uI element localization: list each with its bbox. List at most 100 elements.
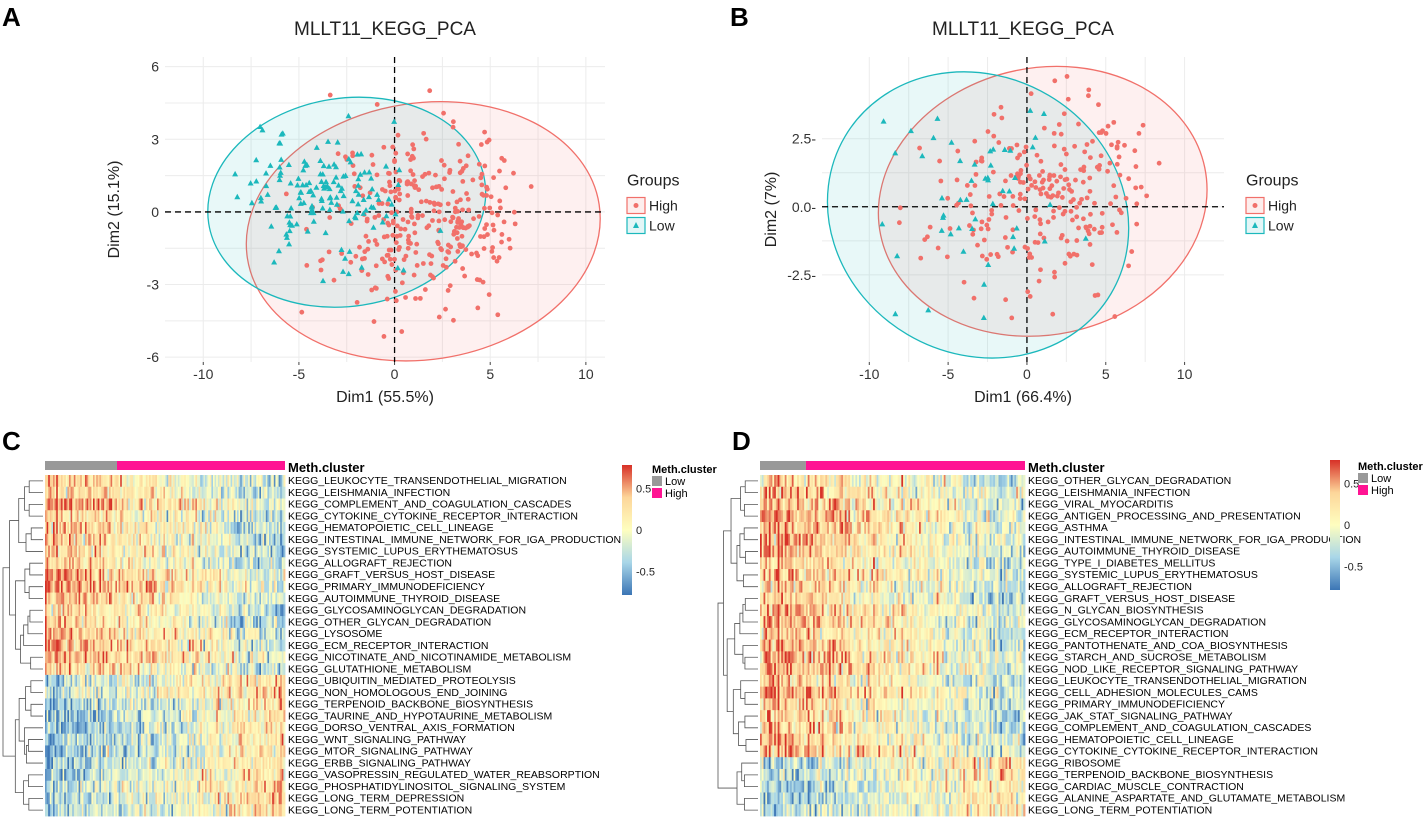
heatmap-cell xyxy=(229,604,231,617)
heatmap-cell xyxy=(197,710,199,723)
heatmap-cell xyxy=(128,557,131,570)
heatmap-cell xyxy=(249,721,252,735)
heatmap-cell xyxy=(185,580,188,593)
heatmap-cell xyxy=(209,721,212,735)
heatmap-cell xyxy=(245,616,247,629)
point-low xyxy=(346,217,353,224)
heatmap-cell xyxy=(193,569,196,582)
heatmap-cell xyxy=(206,651,209,664)
heatmap-cell xyxy=(187,757,190,770)
heatmap-cell xyxy=(254,498,257,511)
heatmap-cell xyxy=(254,768,257,782)
point-high xyxy=(1052,78,1058,84)
heatmap-cell xyxy=(78,569,81,582)
heatmap-cell xyxy=(85,792,87,805)
heatmap-cell xyxy=(64,522,67,535)
point-high xyxy=(1037,231,1043,237)
heatmap-cell xyxy=(64,757,67,770)
heatmap-cell xyxy=(157,486,159,499)
point-low xyxy=(308,204,315,210)
heatmap-cell xyxy=(73,768,76,782)
heatmap-cell xyxy=(174,757,177,770)
heatmap-cell xyxy=(184,592,187,605)
heatmap-cell xyxy=(179,545,182,558)
heatmap-cell xyxy=(195,686,198,699)
heatmap-cell xyxy=(101,580,103,593)
heatmap-cell xyxy=(277,592,279,605)
heatmap-cell xyxy=(240,510,243,523)
heatmap-cell xyxy=(281,686,284,699)
heatmap-cell xyxy=(144,651,147,664)
point-high xyxy=(1051,173,1057,178)
heatmap-cell xyxy=(86,639,89,652)
heatmap-cell xyxy=(104,604,107,617)
heatmap-cell xyxy=(214,686,217,699)
heatmap-cell xyxy=(142,768,145,782)
heatmap-cell xyxy=(192,733,195,746)
heatmap-cell xyxy=(211,651,214,664)
heatmap-cell xyxy=(104,510,107,523)
heatmap-cell xyxy=(206,674,209,688)
heatmap-cell xyxy=(168,533,171,546)
heatmap-cell xyxy=(174,710,177,723)
heatmap-cell xyxy=(221,686,223,699)
point-high xyxy=(1110,222,1115,228)
heatmap-cell xyxy=(83,580,86,593)
heatmap-cell xyxy=(96,498,99,511)
heatmap-cell xyxy=(267,498,270,511)
heatmap-cell xyxy=(211,710,214,723)
point-high xyxy=(917,145,922,151)
heatmap-cell xyxy=(142,557,145,570)
heatmap-cell xyxy=(144,674,147,688)
heatmap-cell xyxy=(109,733,111,746)
heatmap-cell xyxy=(213,580,215,593)
heatmap-cell xyxy=(152,710,155,723)
heatmap-cell xyxy=(264,721,267,735)
heatmap-cell xyxy=(245,498,247,511)
heatmap-cell xyxy=(145,698,148,711)
point-high xyxy=(427,200,433,205)
heatmap-cell xyxy=(152,498,155,511)
heatmap-cell xyxy=(121,686,124,699)
heatmap-cell xyxy=(73,510,76,523)
heatmap-cell xyxy=(193,745,196,758)
heatmap-cell xyxy=(237,557,239,570)
heatmap-cell xyxy=(107,651,110,664)
heatmap-cell xyxy=(249,768,252,782)
heatmap-cell xyxy=(61,616,63,629)
heatmap-cell xyxy=(89,639,92,652)
heatmap-cell xyxy=(237,698,239,711)
heatmap-cell xyxy=(257,721,260,735)
heatmap-cell xyxy=(155,522,158,535)
heatmap-cell xyxy=(155,486,158,499)
heatmap-cell xyxy=(181,733,183,746)
heatmap-cell xyxy=(195,745,198,758)
heatmap-cell xyxy=(197,557,199,570)
heatmap-cell xyxy=(270,557,273,570)
heatmap-cell xyxy=(240,710,243,723)
heatmap-cell xyxy=(158,651,161,664)
heatmap-cell xyxy=(141,768,143,782)
point-high xyxy=(454,236,460,241)
heatmap-cell xyxy=(283,651,286,664)
heatmap-cell xyxy=(273,757,276,770)
heatmap-cell xyxy=(208,592,211,605)
heatmap-cell xyxy=(83,486,86,499)
heatmap-cell xyxy=(145,604,148,617)
point-high xyxy=(978,226,984,232)
heatmap-cell xyxy=(176,768,179,782)
point-high xyxy=(1015,155,1020,161)
heatmap-cell xyxy=(270,604,273,617)
point-high xyxy=(390,232,396,238)
heatmap-cell xyxy=(99,498,102,511)
heatmap-cell xyxy=(96,545,99,558)
y-tick-label: 0 xyxy=(151,204,159,220)
heatmap-cell xyxy=(163,780,166,793)
heatmap-cell xyxy=(131,533,134,546)
heatmap-cell xyxy=(137,768,140,782)
heatmap-cell xyxy=(99,486,102,499)
heatmap-cell xyxy=(89,780,92,793)
heatmap-cell xyxy=(227,557,230,570)
point-high xyxy=(411,183,417,188)
heatmap-cell xyxy=(64,604,67,617)
